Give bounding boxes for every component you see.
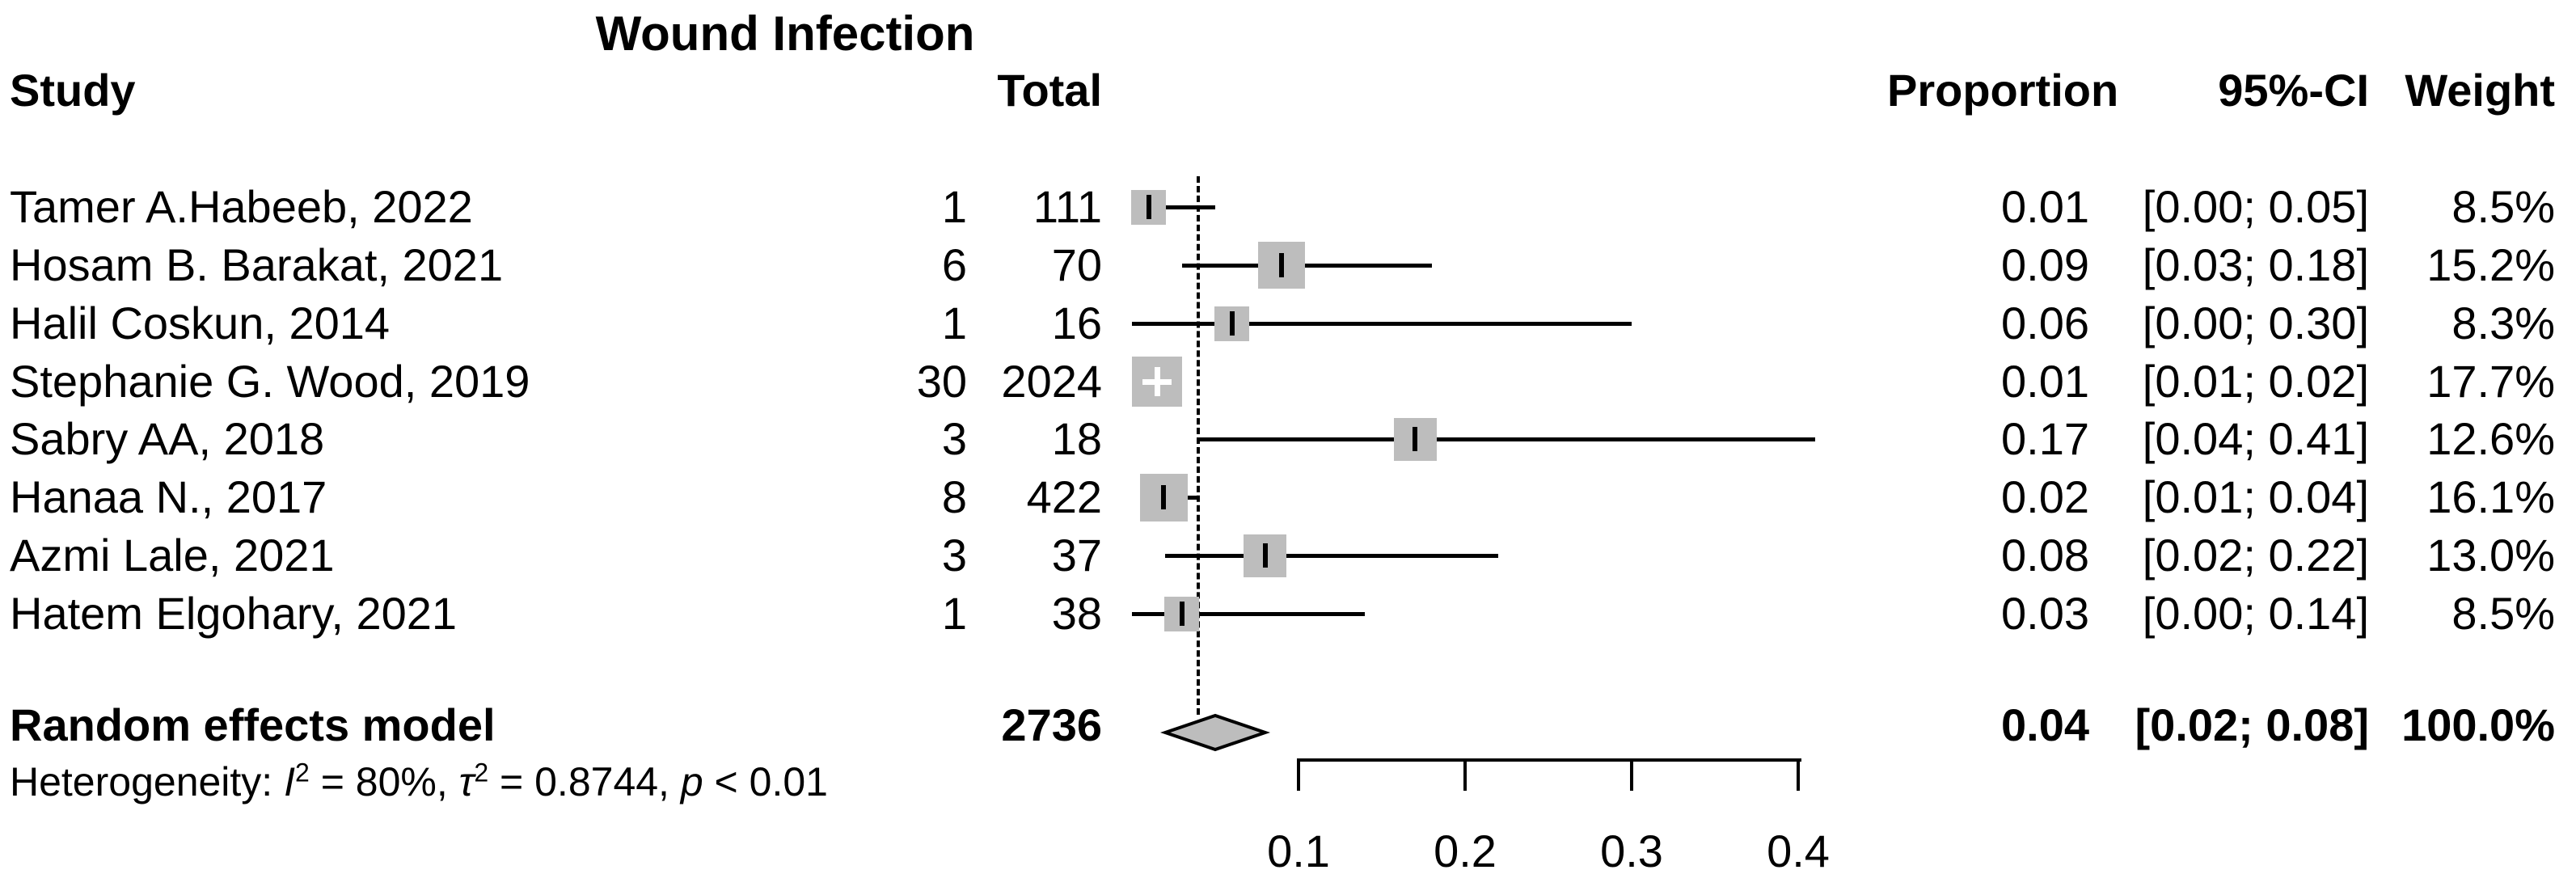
study-proportion: 0.01 — [2001, 181, 2089, 232]
overall-total: 2736 — [1001, 699, 1102, 750]
study-total: 70 — [1051, 239, 1102, 290]
study-ci: [0.00; 0.05] — [2142, 181, 2369, 232]
study-ci: [0.01; 0.02] — [2142, 356, 2369, 407]
study-ci: [0.01; 0.04] — [2142, 471, 2369, 522]
column-header-total: Total — [997, 65, 1102, 116]
study-total: 111 — [1033, 181, 1102, 232]
x-axis-tick-label: 0.3 — [1600, 826, 1663, 876]
x-axis-tick-label: 0.4 — [1767, 826, 1830, 876]
study-total: 16 — [1051, 298, 1102, 348]
study-weight: 8.5% — [2451, 181, 2555, 232]
point-estimate-tick — [1161, 485, 1167, 509]
column-header-study: Study — [10, 65, 136, 116]
study-weight: 15.2% — [2426, 239, 2555, 290]
study-proportion: 0.08 — [2001, 530, 2089, 581]
x-axis-tick-label: 0.1 — [1267, 826, 1330, 876]
x-axis-tick — [1630, 758, 1633, 791]
confidence-interval-line — [1165, 554, 1499, 558]
pooled-estimate-dashed-line — [1197, 176, 1200, 715]
study-ci: [0.00; 0.14] — [2142, 588, 2369, 639]
column-header-weight: Weight — [2405, 65, 2555, 116]
study-events: 3 — [941, 413, 967, 464]
x-axis-tick — [1463, 758, 1467, 791]
study-weight: 12.6% — [2426, 413, 2555, 464]
x-axis-tick-label: 0.2 — [1434, 826, 1497, 876]
study-weight: 13.0% — [2426, 530, 2555, 581]
heterogeneity-segment: p — [680, 759, 703, 804]
study-weight: 16.1% — [2426, 471, 2555, 522]
point-estimate-tick — [1279, 253, 1285, 277]
heterogeneity-segment: 2 — [295, 758, 310, 788]
point-estimate-tick — [1262, 543, 1268, 568]
study-events: 1 — [941, 181, 967, 232]
heterogeneity-segment: 2 — [474, 758, 489, 788]
study-proportion: 0.03 — [2001, 588, 2089, 639]
confidence-interval-line — [1132, 205, 1215, 209]
x-axis-line — [1299, 758, 1801, 762]
study-proportion: 0.09 — [2001, 239, 2089, 290]
study-label: Hosam B. Barakat, 2021 — [10, 239, 504, 290]
overall-weight: 100.0% — [2401, 699, 2555, 750]
study-total: 38 — [1051, 588, 1102, 639]
study-total: 2024 — [1001, 356, 1102, 407]
x-axis-tick — [1797, 758, 1800, 791]
study-ci: [0.04; 0.41] — [2142, 413, 2369, 464]
x-axis-tick — [1297, 758, 1300, 791]
study-weight: 17.7% — [2426, 356, 2555, 407]
study-label: Sabry AA, 2018 — [10, 413, 325, 464]
point-estimate-tick — [1413, 427, 1418, 451]
confidence-interval-line — [1181, 264, 1432, 268]
confidence-interval-line — [1132, 612, 1366, 616]
heterogeneity-segment: Heterogeneity: — [10, 759, 285, 804]
study-label: Tamer A.Habeeb, 2022 — [10, 181, 473, 232]
study-ci: [0.00; 0.30] — [2142, 298, 2369, 348]
study-total: 37 — [1051, 530, 1102, 581]
study-label: Stephanie G. Wood, 2019 — [10, 356, 530, 407]
study-proportion: 0.17 — [2001, 413, 2089, 464]
overall-label: Random effects model — [10, 699, 496, 750]
heterogeneity-segment: = 0.8744, — [488, 759, 681, 804]
study-proportion: 0.01 — [2001, 356, 2089, 407]
heterogeneity-segment: τ — [458, 759, 475, 804]
study-events: 3 — [941, 530, 967, 581]
heterogeneity-segment: = 80%, — [309, 759, 459, 804]
study-events: 30 — [916, 356, 967, 407]
study-events: 6 — [941, 239, 967, 290]
column-header-proportion: Proportion — [1887, 65, 2119, 116]
study-ci: [0.03; 0.18] — [2142, 239, 2369, 290]
confidence-interval-line — [1198, 437, 1815, 441]
study-label: Azmi Lale, 2021 — [10, 530, 335, 581]
study-label: Halil Coskun, 2014 — [10, 298, 391, 348]
study-label: Hanaa N., 2017 — [10, 471, 327, 522]
study-events: 8 — [941, 471, 967, 522]
pooled-diamond — [1159, 713, 1271, 752]
study-weight: 8.3% — [2451, 298, 2555, 348]
point-estimate-tick — [1229, 311, 1235, 336]
study-events: 1 — [941, 298, 967, 348]
heterogeneity-segment: I — [284, 759, 295, 804]
point-estimate-tick — [1179, 602, 1185, 626]
study-label: Hatem Elgohary, 2021 — [10, 588, 458, 639]
study-proportion: 0.02 — [2001, 471, 2089, 522]
overall-ci: [0.02; 0.08] — [2135, 699, 2370, 750]
point-estimate-cross — [1154, 367, 1160, 396]
overall-proportion: 0.04 — [2001, 699, 2089, 750]
study-proportion: 0.06 — [2001, 298, 2089, 348]
confidence-interval-line — [1132, 322, 1632, 326]
heterogeneity-note: Heterogeneity: I2 = 80%, τ2 = 0.8744, p … — [10, 759, 828, 804]
study-events: 1 — [941, 588, 967, 639]
study-weight: 8.5% — [2451, 588, 2555, 639]
study-total: 422 — [1026, 471, 1102, 522]
point-estimate-tick — [1146, 195, 1151, 219]
plot-title: Wound Infection — [595, 6, 975, 61]
study-ci: [0.02; 0.22] — [2142, 530, 2369, 581]
column-header-ci: 95%-CI — [2218, 65, 2369, 116]
heterogeneity-segment: < 0.01 — [703, 759, 828, 804]
study-total: 18 — [1051, 413, 1102, 464]
